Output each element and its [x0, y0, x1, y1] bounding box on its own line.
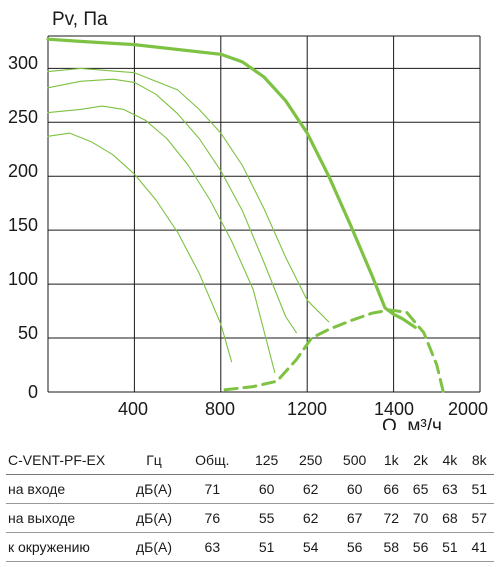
x-tick-label: 400: [118, 399, 148, 419]
table-cell: 62: [288, 503, 333, 533]
table-cell: 41: [464, 532, 494, 562]
table-row: к окружению дБ(А) 63 51 54 56 58 56 51 4…: [6, 532, 494, 562]
x-tick-label: 1200: [287, 399, 327, 419]
y-tick-label: 50: [18, 323, 38, 343]
table-header-cell: 2k: [405, 446, 436, 475]
table-row: на выходе дБ(А) 76 55 62 67 72 70 68 57: [6, 503, 494, 533]
x-tick-label: 2000: [448, 399, 488, 419]
table-cell: на выходе: [6, 503, 128, 533]
y-axis-ticks: 300 250 200 150 100 50 0: [8, 53, 38, 402]
table-cell: 65: [405, 474, 436, 504]
table-header-cell: 4k: [435, 446, 465, 475]
table-cell: 60: [332, 474, 377, 504]
speed-curve-2: [47, 78, 297, 334]
table-header-cell: 8k: [464, 446, 494, 475]
table-cell: 66: [376, 474, 406, 504]
table-header-cell: 250: [288, 446, 333, 475]
table-header-cell: Общ.: [180, 446, 245, 475]
y-tick-label: 300: [8, 53, 38, 73]
table-cell: 56: [405, 532, 436, 562]
y-axis-title: Pv, Па: [52, 9, 108, 30]
table-cell: дБ(А): [128, 503, 180, 533]
max-pressure-curve: [46, 37, 417, 329]
table-cell: дБ(А): [128, 532, 180, 562]
chart-grid: [47, 35, 481, 393]
x-tick-label: 800: [205, 399, 235, 419]
chart-curves: [46, 37, 445, 394]
noise-limit-curve: [223, 308, 445, 394]
table-header-cell: 125: [244, 446, 289, 475]
table-cell: 63: [435, 474, 465, 504]
noise-level-table: C-VENT-PF-EX Гц Общ. 125 250 500 1k 2k 4…: [6, 446, 494, 562]
table-cell: к окружению: [6, 532, 128, 562]
table-cell: 70: [405, 503, 436, 533]
table-cell: 71: [180, 474, 245, 504]
table-cell: 51: [435, 532, 465, 562]
y-tick-label: 200: [8, 161, 38, 181]
model-name: C-VENT-PF-EX: [6, 446, 128, 475]
table-cell: 55: [244, 503, 289, 533]
table-cell: 57: [464, 503, 494, 533]
table-cell: 54: [288, 532, 333, 562]
table-cell: на входе: [6, 474, 128, 504]
table-cell: 56: [332, 532, 377, 562]
y-tick-label: 150: [8, 215, 38, 235]
table-cell: 63: [180, 532, 245, 562]
speed-curve-1: [47, 67, 330, 323]
speed-curve-4: [47, 132, 233, 363]
table-cell: 58: [376, 532, 406, 562]
table-cell: 51: [464, 474, 494, 504]
table-cell: 62: [288, 474, 333, 504]
table-cell: 76: [180, 503, 245, 533]
y-tick-label: 100: [8, 269, 38, 289]
x-axis-ticks: 400 800 1200 1400 2000: [118, 399, 488, 419]
y-tick-label: 250: [8, 107, 38, 127]
table-cell: 68: [435, 503, 465, 533]
table-cell: 67: [332, 503, 377, 533]
y-tick-label: 0: [28, 382, 38, 402]
x-tick-label: 1400: [374, 399, 414, 419]
table-header-cell: 500: [332, 446, 377, 475]
table-cell: 51: [244, 532, 289, 562]
table-cell: дБ(А): [128, 474, 180, 504]
table-header-cell: Гц: [128, 446, 180, 475]
table-row: на входе дБ(А) 71 60 62 60 66 65 63 51: [6, 474, 494, 504]
table-header-cell: 1k: [376, 446, 406, 475]
speed-curve-3: [47, 105, 276, 374]
table-cell: 72: [376, 503, 406, 533]
table-cell: 60: [244, 474, 289, 504]
fan-performance-chart: 300 250 200 150 100 50 0 400 800 1200 14…: [8, 9, 488, 430]
x-axis-title: Q, м³/ч: [382, 416, 442, 430]
table-header-row: C-VENT-PF-EX Гц Общ. 125 250 500 1k 2k 4…: [6, 446, 494, 475]
